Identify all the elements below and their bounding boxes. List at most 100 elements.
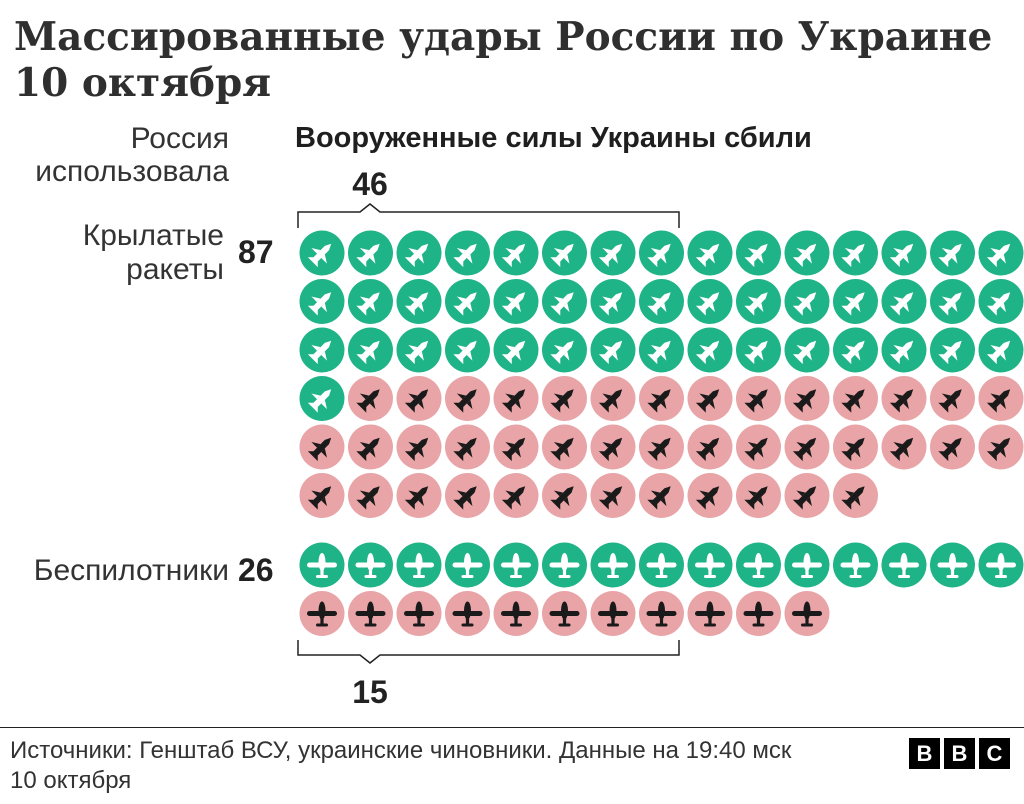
drone-cell-not-shot-down [542,591,587,636]
missile-cell-not-shot-down [930,424,975,470]
missile-cell-not-shot-down [784,473,830,518]
missile-cell-not-shot-down [978,376,1024,421]
missile-cell-not-shot-down [590,376,636,421]
missile-cell-shot-down [348,230,393,276]
chart-title: Массированные удары России по Украине 10… [14,14,1004,106]
missile-cell-shot-down [784,230,830,276]
waffle-chart [297,203,1024,664]
missile-cell-shot-down [299,327,345,373]
drone-cell-shot-down [930,542,975,588]
missile-cell-shot-down [639,327,684,373]
missile-cell-shot-down [299,230,345,276]
missile-cell-not-shot-down [542,424,587,470]
missile-cell-shot-down [639,230,684,276]
missiles-label-line-2: ракеты [126,253,224,286]
missile-cell-not-shot-down [396,376,442,421]
missile-cell-shot-down [299,376,345,421]
missiles-label-line-1: Крылатые [82,219,224,252]
drones-total: 26 [238,552,274,588]
used-header-line-2: использовала [35,155,229,188]
missile-cell-shot-down [784,327,830,373]
bbc-logo: B B C [909,738,1010,769]
missile-cell-shot-down [930,230,975,276]
source-line-1: Источники: Генштаб ВСУ, украинские чинов… [10,737,792,764]
used-header: Россия использовала [0,122,229,188]
drone-cell-not-shot-down [445,591,490,636]
drone-cell-shot-down [396,542,442,588]
missile-cell-shot-down [445,230,490,276]
drone-cell-shot-down [639,542,684,588]
missile-cell-not-shot-down [542,473,587,518]
drone-cell-not-shot-down [590,591,636,636]
bbc-logo-letter: B [944,738,975,769]
bbc-logo-letter: B [909,738,940,769]
missile-cell-not-shot-down [687,424,733,470]
drone-cell-not-shot-down [396,591,442,636]
missile-cell-shot-down [736,327,781,373]
title-line-1: Массированные удары России по Украине [14,14,993,60]
missile-cell-shot-down [930,279,975,324]
bbc-logo-letter: C [979,738,1010,769]
missile-cell-not-shot-down [445,424,490,470]
drones-shot-count: 15 [352,674,388,710]
drone-cell-shot-down [299,542,345,588]
missile-cell-shot-down [784,279,830,324]
drone-cell-shot-down [833,542,878,588]
missile-cell-shot-down [930,327,975,373]
missile-cell-not-shot-down [687,376,733,421]
missile-cell-shot-down [687,327,733,373]
drone-cell-shot-down [736,542,781,588]
source-line-2: 10 октября [10,767,132,794]
missile-cell-shot-down [881,279,927,324]
missile-cell-shot-down [639,279,684,324]
drone-cell-shot-down [784,542,830,588]
drone-cell-shot-down [881,542,927,588]
missile-cell-not-shot-down [881,376,927,421]
missile-cell-not-shot-down [639,424,684,470]
missile-cell-not-shot-down [542,376,587,421]
missile-cell-not-shot-down [590,424,636,470]
drone-cell-shot-down [493,542,539,588]
missile-cell-shot-down [445,327,490,373]
missile-cell-shot-down [833,230,878,276]
missile-cell-shot-down [396,279,442,324]
missile-cell-not-shot-down [348,424,393,470]
missile-cell-shot-down [687,279,733,324]
missile-cell-shot-down [299,279,345,324]
missile-cell-not-shot-down [687,473,733,518]
missile-cell-not-shot-down [396,473,442,518]
missile-cell-not-shot-down [445,473,490,518]
missile-cell-not-shot-down [590,473,636,518]
missile-cell-not-shot-down [833,473,878,518]
missile-cell-shot-down [687,230,733,276]
drones-label: Беспилотники [33,554,229,587]
drone-cell-shot-down [978,542,1024,588]
drone-cell-not-shot-down [493,591,539,636]
missile-cell-shot-down [881,230,927,276]
missile-cell-shot-down [542,279,587,324]
missiles-shot-count: 46 [352,166,388,202]
missile-cell-not-shot-down [299,473,345,518]
missile-cell-not-shot-down [930,376,975,421]
title-line-2: 10 октября [14,60,272,106]
drone-cell-not-shot-down [348,591,393,636]
missile-cell-not-shot-down [736,376,781,421]
missile-cell-not-shot-down [348,376,393,421]
missile-cell-shot-down [833,327,878,373]
missile-cell-not-shot-down [299,424,345,470]
missile-cell-not-shot-down [881,424,927,470]
missile-cell-not-shot-down [736,473,781,518]
missile-cell-not-shot-down [736,424,781,470]
missile-cell-shot-down [493,327,539,373]
missile-cell-shot-down [493,230,539,276]
source-note: Источники: Генштаб ВСУ, украинские чинов… [10,736,890,796]
missile-cell-shot-down [833,279,878,324]
missiles-total: 87 [238,234,274,270]
missile-cell-shot-down [542,230,587,276]
missiles-label: Крылатые ракеты [4,219,224,287]
drones-bracket [297,640,680,664]
missile-cell-not-shot-down [639,376,684,421]
missile-cell-not-shot-down [493,376,539,421]
missile-cell-shot-down [396,327,442,373]
missile-cell-not-shot-down [348,473,393,518]
